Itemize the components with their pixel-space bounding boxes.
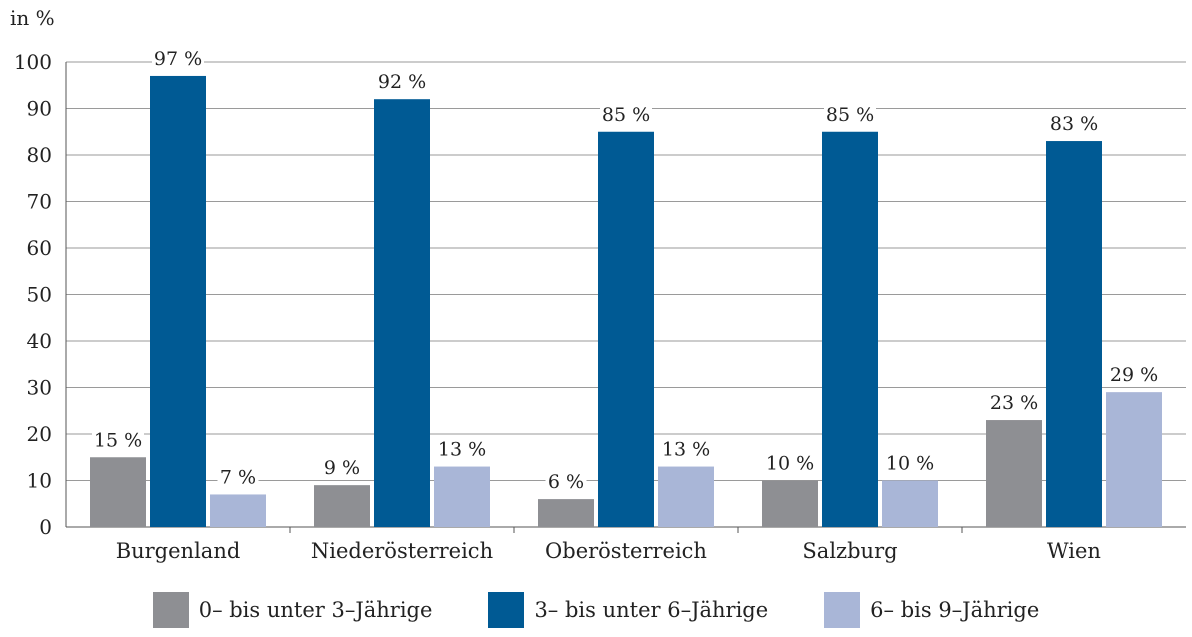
y-tick-label: 20: [27, 422, 52, 446]
data-label-background: [1048, 111, 1100, 136]
data-label: 85 %: [602, 104, 650, 126]
x-category-label: Niederösterreich: [311, 539, 493, 563]
data-label-background: [545, 469, 587, 494]
data-label: 23 %: [990, 392, 1038, 414]
y-tick-label: 0: [39, 515, 52, 539]
bar: [822, 131, 878, 527]
data-label-background: [1108, 362, 1160, 387]
data-label: 13 %: [438, 439, 486, 461]
bar: [90, 457, 146, 527]
data-label-background: [988, 390, 1040, 415]
bar: [210, 494, 266, 527]
data-label: 13 %: [662, 439, 710, 461]
bar: [374, 99, 430, 527]
legend-item-series-1: 3– bis unter 6–Jährige: [488, 592, 768, 628]
y-unit-label: in %: [10, 6, 55, 30]
data-label-background: [152, 45, 204, 70]
bar: [434, 466, 490, 527]
y-tick-label: 50: [27, 283, 52, 307]
bar: [1046, 141, 1102, 528]
data-label: 29 %: [1110, 364, 1158, 386]
y-tick-label: 80: [27, 143, 52, 167]
legend: 0– bis unter 3–Jährige 3– bis unter 6–Jä…: [0, 592, 1192, 628]
bar: [538, 499, 594, 527]
data-label: 10 %: [886, 453, 934, 475]
y-tick-label: 70: [27, 190, 52, 214]
data-label: 7 %: [220, 466, 256, 488]
bar: [1106, 392, 1162, 527]
x-category-label: Salzburg: [802, 539, 897, 563]
y-tick-label: 40: [27, 329, 52, 353]
data-label: 92 %: [378, 71, 426, 93]
y-tick-label: 10: [27, 469, 52, 493]
bar: [882, 480, 938, 527]
data-label: 10 %: [766, 453, 814, 475]
data-label-background: [436, 436, 488, 461]
legend-label-series-2: 6– bis 9–Jährige: [870, 598, 1040, 622]
bar: [658, 466, 714, 527]
bar: [986, 420, 1042, 527]
y-tick-label: 90: [27, 97, 52, 121]
bar: [150, 75, 206, 527]
data-label: 83 %: [1050, 113, 1098, 135]
y-tick-label: 30: [27, 376, 52, 400]
data-label-background: [764, 450, 816, 475]
data-label-background: [884, 450, 936, 475]
bar: [762, 480, 818, 527]
x-category-label: Wien: [1047, 539, 1101, 563]
data-label: 85 %: [826, 104, 874, 126]
legend-swatch-series-0: [152, 592, 189, 628]
legend-item-series-2: 6– bis 9–Jährige: [824, 592, 1039, 628]
bar: [598, 131, 654, 527]
data-label: 6 %: [548, 471, 584, 493]
x-category-label: Oberösterreich: [545, 539, 707, 563]
y-tick-label: 60: [27, 236, 52, 260]
data-label: 15 %: [94, 429, 142, 451]
data-label-background: [217, 464, 259, 489]
data-label-background: [600, 101, 652, 126]
legend-swatch-series-2: [824, 592, 861, 628]
legend-label-series-1: 3– bis unter 6–Jährige: [534, 598, 769, 622]
y-tick-label: 100: [14, 50, 52, 74]
legend-item-series-0: 0– bis unter 3–Jährige: [152, 592, 433, 628]
data-label-background: [321, 455, 363, 480]
data-label-background: [376, 69, 428, 94]
legend-label-series-0: 0– bis unter 3–Jährige: [198, 598, 433, 622]
data-label-background: [660, 436, 712, 461]
data-label-background: [824, 101, 876, 126]
legend-swatch-series-1: [488, 592, 525, 628]
bar: [314, 485, 370, 527]
data-label-background: [92, 427, 144, 452]
data-label: 9 %: [324, 457, 360, 479]
x-category-label: Burgenland: [116, 539, 241, 563]
data-label: 97 %: [154, 48, 202, 70]
